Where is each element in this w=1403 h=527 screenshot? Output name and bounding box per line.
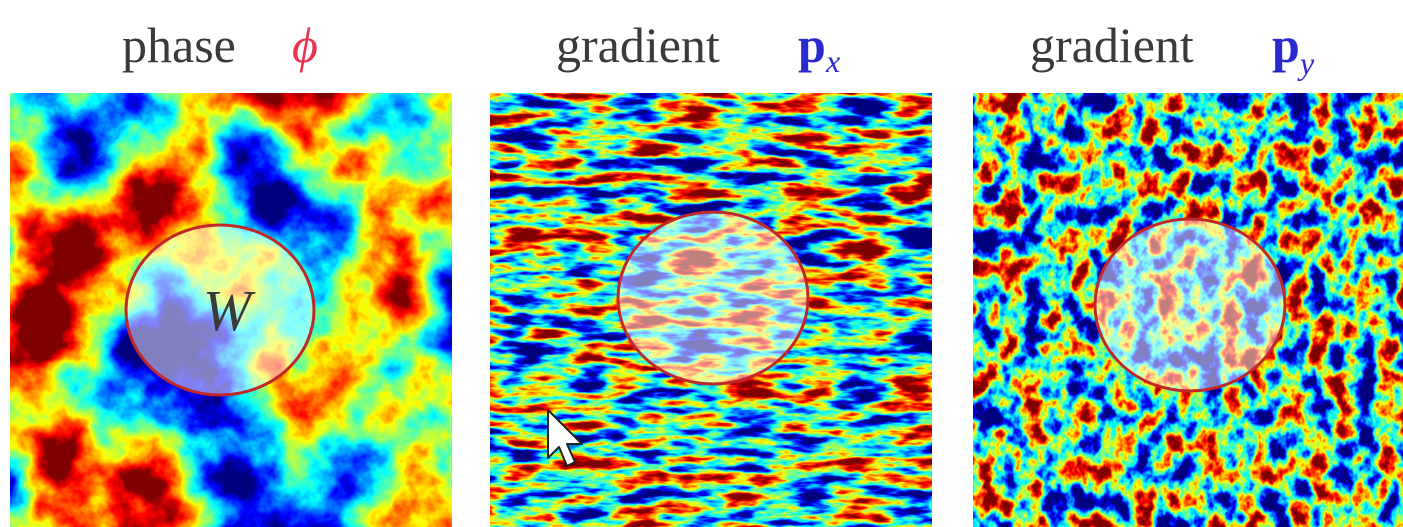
panel-title: gradient bbox=[1030, 17, 1194, 73]
window-circle bbox=[618, 212, 808, 384]
window-label: W bbox=[203, 278, 256, 343]
page: {"panels": [ {"title": "phase", "symbol"… bbox=[0, 0, 1403, 527]
panel-symbol: p bbox=[1272, 17, 1300, 73]
window-circle bbox=[1095, 219, 1285, 391]
panel-subscript: x bbox=[825, 43, 840, 79]
panel-title: gradient bbox=[556, 17, 720, 73]
panel-symbol: p bbox=[798, 17, 826, 73]
panel-symbol: ϕ bbox=[292, 17, 318, 73]
panel-subscript: y bbox=[1297, 45, 1315, 81]
figure: phase ϕ gradient p x gradient p y W bbox=[0, 0, 1403, 527]
panel-title: phase bbox=[122, 17, 236, 73]
